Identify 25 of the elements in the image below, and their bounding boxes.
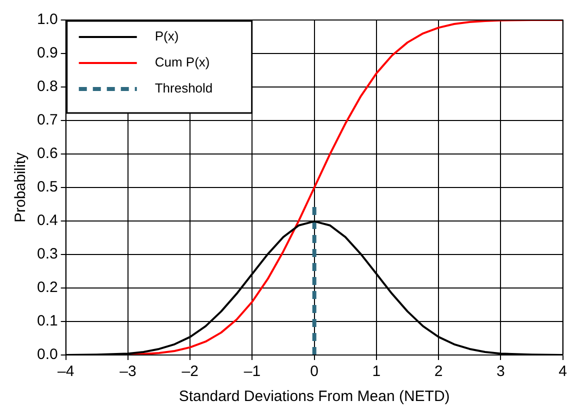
y-tick-label: 0.1 (36, 312, 58, 330)
legend-label: P(x) (154, 28, 179, 44)
y-tick-label: 0.3 (36, 246, 58, 263)
legend-label: Cum P(x) (154, 54, 210, 70)
x-tick-label: 2 (434, 363, 443, 380)
legend-label: Threshold (154, 80, 213, 96)
x-tick-label: 4 (558, 363, 567, 380)
y-tick-label: 0.0 (36, 346, 58, 364)
y-tick-label: 0.7 (36, 112, 58, 129)
x-tick-label: 1 (372, 363, 381, 380)
x-tick-label: –2 (182, 363, 198, 380)
x-tick-label: –3 (120, 363, 136, 380)
y-tick-label: 0.8 (36, 78, 58, 96)
y-tick-label: 0.9 (36, 44, 58, 62)
x-tick-label: –4 (58, 363, 74, 380)
x-tick-label: –1 (244, 363, 261, 380)
y-tick-label: 0.5 (36, 178, 58, 196)
y-tick-label: 1.0 (36, 11, 58, 28)
y-tick-label: 0.2 (36, 279, 58, 296)
x-axis-title: Standard Deviations From Mean (NETD) (178, 388, 450, 406)
x-tick-label: 3 (496, 363, 505, 380)
y-tick-label: 0.6 (36, 145, 58, 162)
x-tick-label: 0 (310, 363, 319, 380)
y-tick-label: 0.4 (36, 212, 58, 230)
y-axis-title: Probability (12, 152, 30, 223)
